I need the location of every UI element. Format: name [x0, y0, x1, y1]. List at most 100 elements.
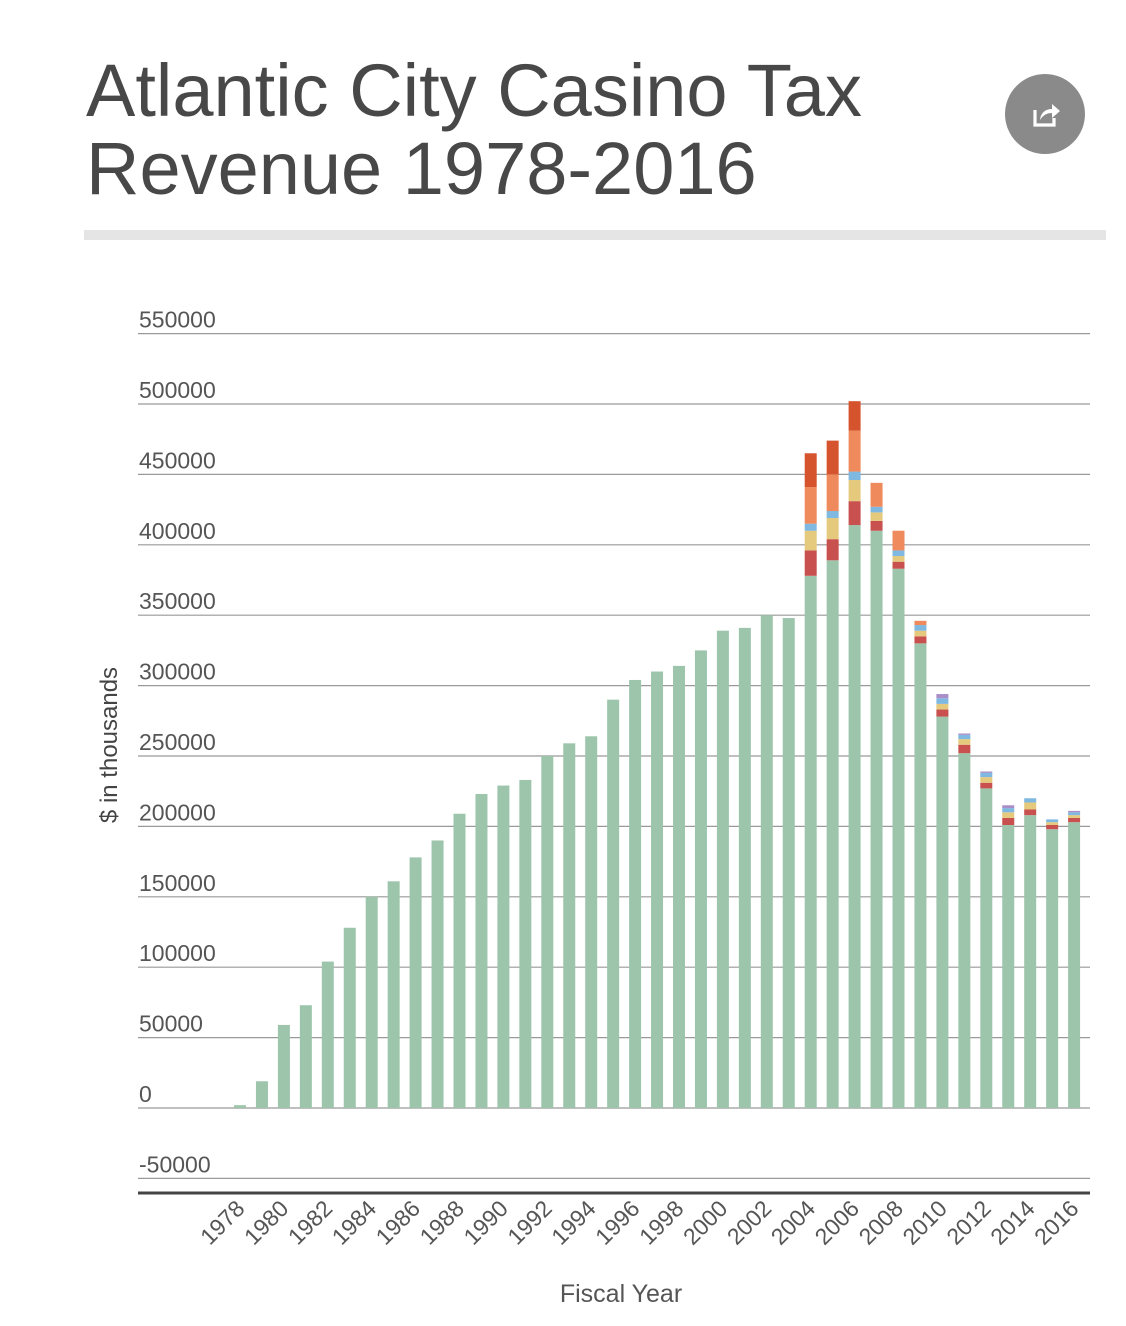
bar-1999	[694, 650, 707, 1108]
bar-2010-segment-2	[936, 703, 949, 710]
bar-2012-segment-3	[980, 772, 993, 778]
bar-1983	[343, 927, 356, 1108]
bar-2015	[1046, 829, 1059, 1108]
x-tick-label: 2014	[985, 1195, 1040, 1250]
bar-2010	[936, 716, 949, 1108]
bar-1980	[277, 1024, 290, 1108]
bar-2005	[826, 560, 839, 1108]
bar-1997	[651, 671, 664, 1108]
chart-title: Atlantic City Casino Tax Revenue 1978-20…	[86, 52, 966, 208]
y-tick-label: 550000	[139, 307, 216, 333]
x-tick-label: 2016	[1029, 1195, 1084, 1250]
bar-2009	[914, 643, 927, 1108]
x-tick-label: 1982	[283, 1195, 338, 1250]
bar-2004-segment-1	[804, 550, 817, 576]
bar-2007-segment-2	[870, 512, 883, 521]
y-tick-label: 450000	[139, 447, 216, 473]
x-tick-label: 2002	[722, 1195, 777, 1250]
bar-1998	[673, 665, 685, 1108]
bar-1984	[365, 896, 378, 1108]
bar-2006-segment-1	[848, 501, 861, 526]
bar-1985	[387, 881, 400, 1108]
bar-2013-segment-6	[1002, 805, 1015, 809]
bar-2013-segment-3	[1002, 808, 1015, 813]
bar-2008-segment-3	[892, 550, 905, 557]
bar-1982	[321, 961, 334, 1108]
bar-1988	[453, 813, 466, 1108]
x-tick-label: 1986	[371, 1195, 426, 1250]
x-axis-label: Fiscal Year	[559, 1280, 683, 1308]
bar-2016-segment-3	[1068, 812, 1081, 816]
bar-1991	[519, 779, 532, 1108]
bar-2011-segment-1	[958, 744, 971, 754]
y-tick-label: 300000	[139, 659, 216, 685]
y-tick-label: 50000	[139, 1011, 203, 1037]
bar-2008	[892, 568, 905, 1108]
bar-2007-segment-4	[870, 482, 883, 507]
bar-2005-segment-2	[826, 518, 839, 540]
bar-2006-segment-4	[848, 430, 861, 472]
bar-2016	[1068, 822, 1081, 1108]
bar-2011-segment-2	[958, 739, 971, 745]
bar-2014-segment-1	[1024, 809, 1037, 816]
bar-2006-segment-5	[848, 401, 861, 431]
bar-2009-segment-2	[914, 630, 927, 637]
bar-1995	[607, 699, 620, 1108]
bar-1979	[255, 1081, 268, 1108]
bar-2008-segment-2	[892, 556, 905, 562]
bar-2009-segment-4	[914, 620, 927, 626]
bar-2014-segment-2	[1024, 802, 1037, 810]
bar-2004-segment-2	[804, 530, 817, 551]
bar-2016-segment-1	[1068, 817, 1081, 823]
y-tick-label: 0	[139, 1081, 152, 1107]
bar-2006-segment-3	[848, 471, 861, 481]
x-tick-label: 2004	[766, 1195, 821, 1250]
bar-2010-segment-6	[936, 694, 949, 699]
bar-2011-segment-3	[958, 734, 971, 740]
chart-title-line-1: Atlantic City Casino Tax	[86, 49, 862, 132]
y-axis-label: $ in thousands	[96, 666, 123, 824]
bar-2013-segment-2	[1002, 812, 1015, 818]
bar-2013	[1002, 824, 1015, 1108]
bar-2005-segment-5	[826, 440, 839, 475]
bar-2011	[958, 753, 971, 1108]
bar-1996	[629, 679, 642, 1108]
bar-2005-segment-4	[826, 474, 839, 512]
bar-2010-segment-1	[936, 709, 949, 717]
bar-1989	[475, 794, 488, 1108]
bar-2015-segment-2	[1046, 822, 1059, 825]
bar-2015-segment-3	[1046, 819, 1059, 823]
bar-2012-segment-1	[980, 782, 993, 789]
x-tick-label: 1980	[239, 1195, 294, 1250]
bar-1994	[585, 736, 598, 1108]
x-tick-label: 2008	[853, 1195, 908, 1250]
share-button[interactable]	[1005, 74, 1085, 154]
x-tick-label: 1978	[195, 1195, 250, 1250]
bar-2009-segment-1	[914, 636, 927, 644]
bar-2000	[716, 630, 729, 1108]
x-tick-label: 1998	[634, 1195, 689, 1250]
bar-1990	[497, 785, 510, 1108]
bar-2009-segment-3	[914, 625, 927, 631]
bar-2014	[1024, 815, 1037, 1108]
bar-2016-segment-6	[1068, 810, 1081, 813]
x-tick-label: 1990	[458, 1195, 513, 1250]
bar-2006-segment-2	[848, 480, 861, 502]
bar-2004-segment-3	[804, 523, 817, 531]
bar-2010-segment-3	[936, 698, 949, 704]
y-tick-label: 250000	[139, 729, 216, 755]
share-icon	[1033, 104, 1060, 127]
bar-2004-segment-4	[804, 487, 817, 524]
bar-1978	[234, 1105, 246, 1108]
bar-2008-segment-1	[892, 561, 905, 569]
bar-2003	[782, 618, 795, 1108]
bar-2012-segment-2	[980, 777, 993, 783]
bar-1992	[541, 756, 554, 1108]
x-tick-label: 1994	[546, 1195, 601, 1250]
y-tick-label: 100000	[139, 940, 216, 966]
bar-2011-segment-6	[958, 733, 971, 735]
y-tick-label: 200000	[139, 799, 216, 825]
x-tick-label: 2006	[810, 1195, 865, 1250]
bar-1993	[563, 743, 576, 1108]
